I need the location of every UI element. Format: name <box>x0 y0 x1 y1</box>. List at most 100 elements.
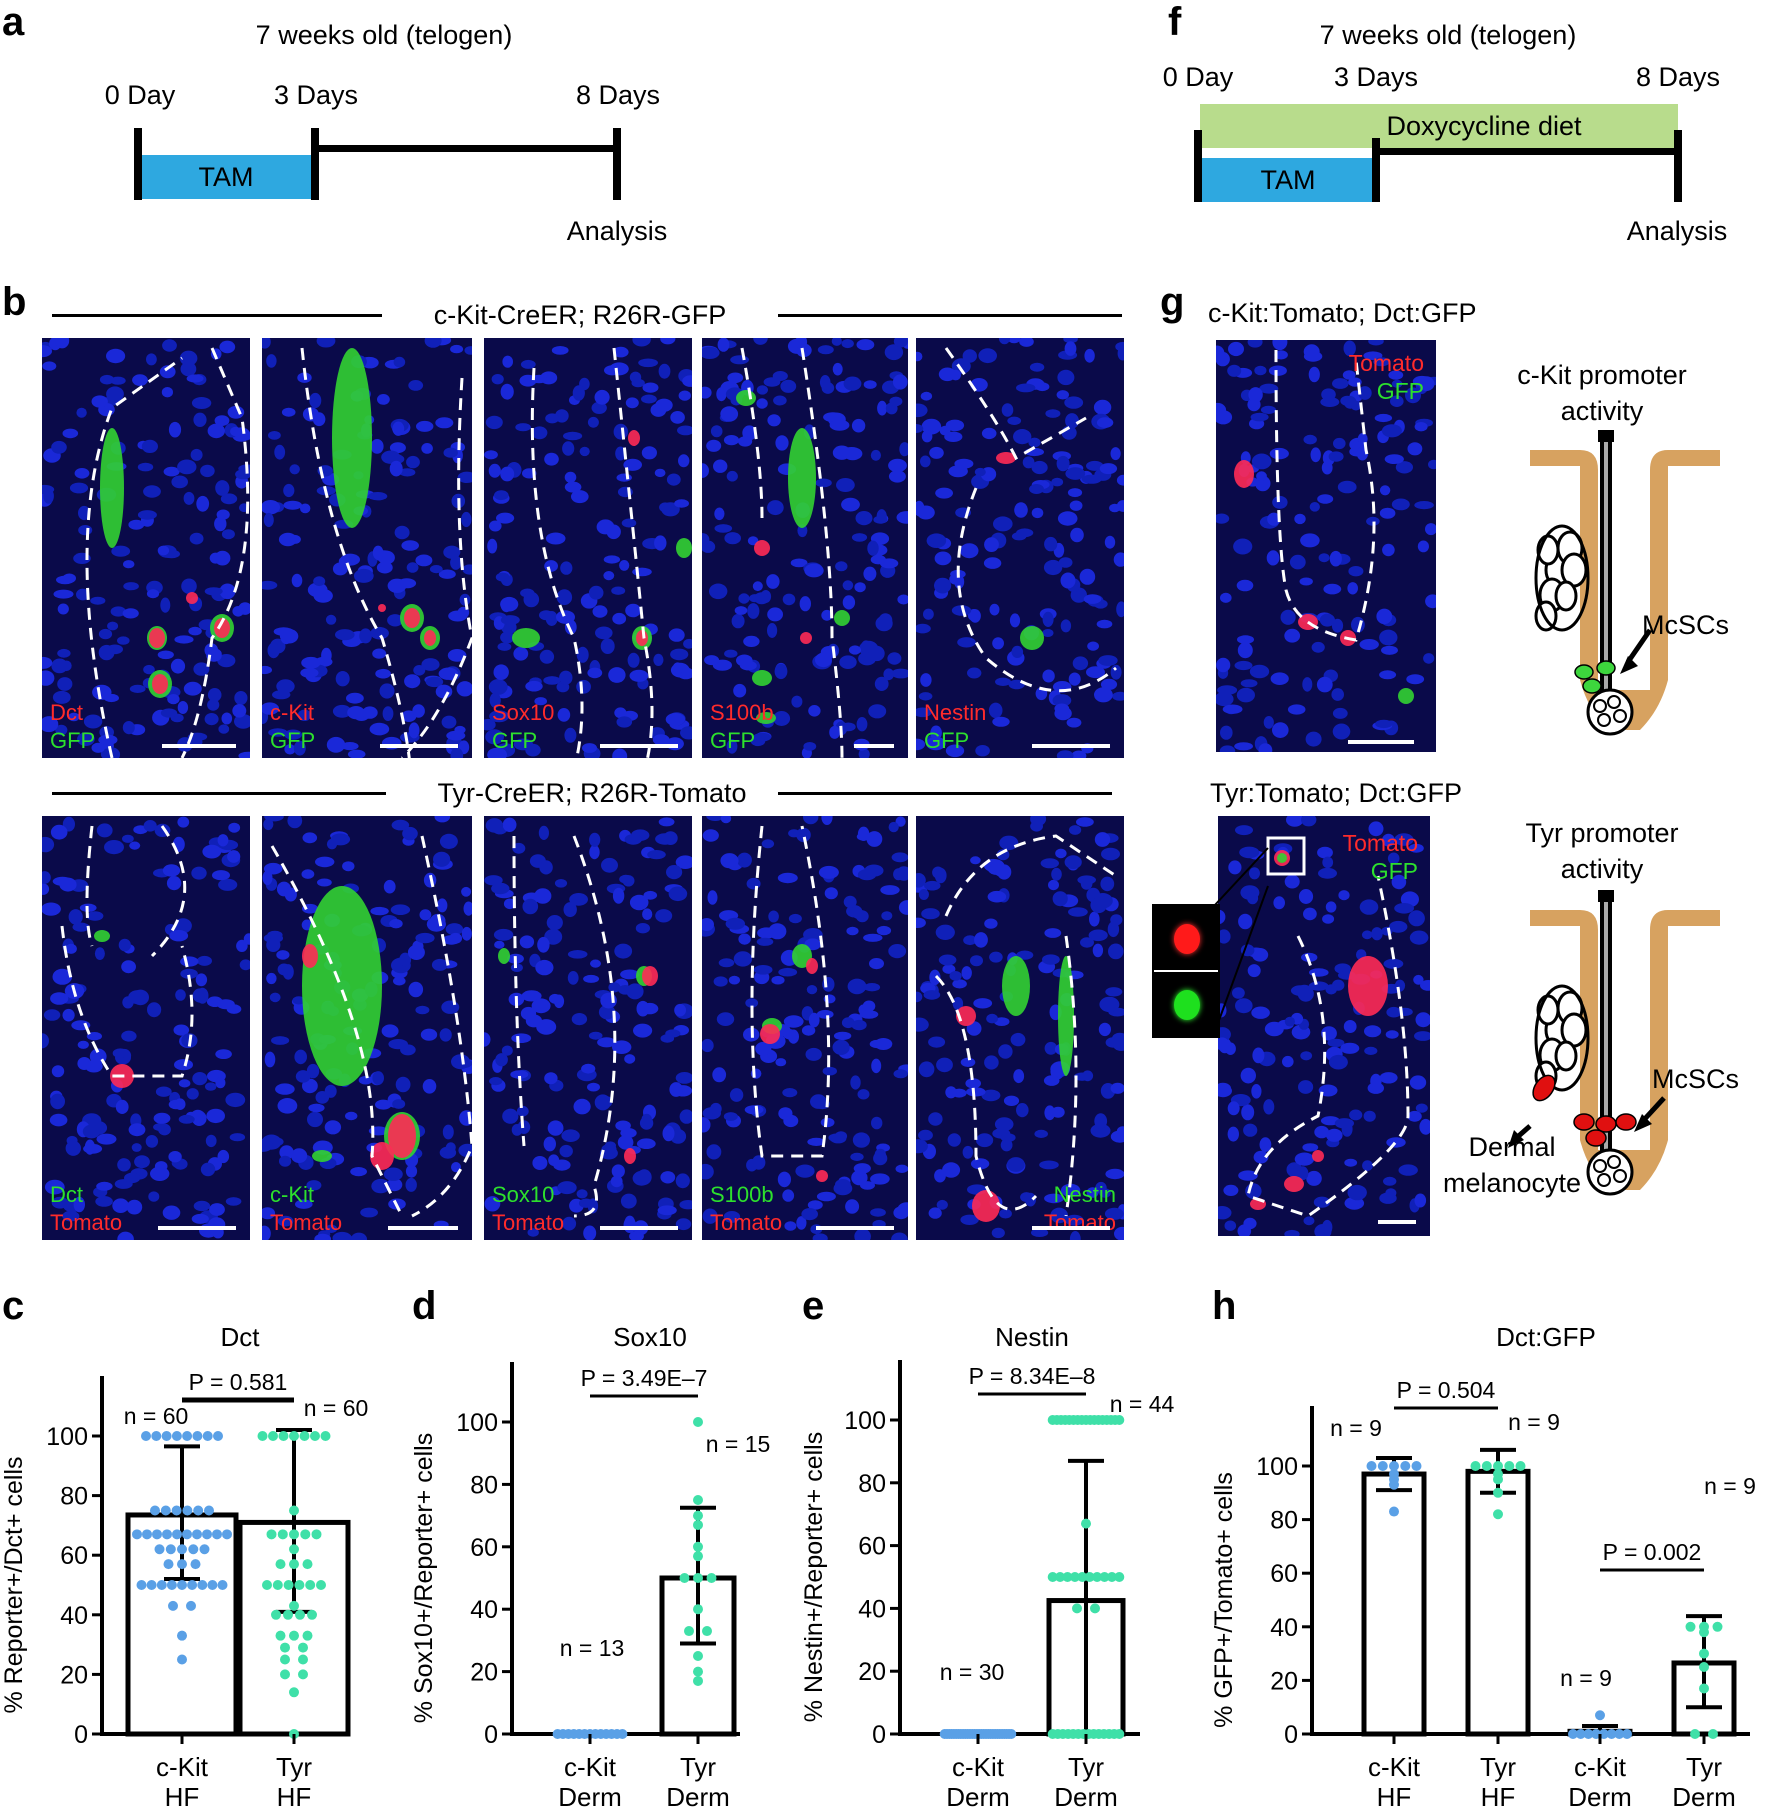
data-point <box>693 1573 703 1583</box>
data-point <box>302 1559 313 1570</box>
data-point <box>1493 1487 1503 1498</box>
data-point <box>141 1431 151 1441</box>
timeline-f-diet-box: Doxycycline diet <box>1200 104 1678 148</box>
channel-label-bottom: Tomato <box>1043 1210 1116 1235</box>
data-point <box>307 1609 317 1620</box>
channel-label-bottom: Tomato <box>50 1210 123 1235</box>
data-point <box>271 1609 281 1620</box>
y-tick-label: 20 <box>470 1659 498 1687</box>
g-bottom-red-label: Tomato <box>1342 830 1418 856</box>
data-point <box>280 1669 290 1680</box>
data-point <box>278 1431 289 1441</box>
data-point <box>295 1609 305 1620</box>
channel-label-top: Dct <box>50 1182 83 1207</box>
data-point <box>1081 1518 1091 1529</box>
schematic-top-title-2: activity <box>1560 396 1644 426</box>
y-tick-label: 40 <box>60 1602 88 1630</box>
data-point <box>693 1495 703 1505</box>
data-point <box>199 1544 210 1555</box>
n-label: n = 9 <box>1508 1409 1560 1435</box>
data-point <box>693 1541 703 1552</box>
scale-bar <box>158 1226 236 1230</box>
data-point <box>684 1626 694 1637</box>
data-point <box>289 1630 299 1641</box>
n-label: n = 60 <box>304 1395 369 1421</box>
data-point <box>156 1580 167 1590</box>
data-point <box>1568 1729 1578 1739</box>
n-label: n = 13 <box>560 1635 625 1661</box>
g-top-green-label: GFP <box>1376 378 1424 404</box>
micrograph-tile: S100b Tomato <box>702 816 908 1240</box>
panel-letter-e: e <box>802 1284 825 1328</box>
x-tick-label: Derm <box>1054 1782 1118 1812</box>
n-label: n = 15 <box>706 1431 771 1457</box>
data-point <box>151 1431 162 1441</box>
data-point <box>302 1630 313 1641</box>
data-point <box>1077 1572 1088 1582</box>
data-point <box>693 1551 703 1562</box>
data-point <box>299 1431 310 1441</box>
channel-label-top: Dct <box>50 700 83 725</box>
channel-label-top: c-Kit <box>270 700 314 725</box>
data-point <box>289 1431 299 1441</box>
y-tick-label: 60 <box>60 1542 88 1570</box>
data-point <box>693 1519 703 1530</box>
g-inset-green-channel <box>1154 972 1218 1036</box>
scale-bar <box>816 1226 894 1230</box>
data-point <box>142 1529 152 1540</box>
g-bottom-green-label: GFP <box>1370 858 1418 884</box>
data-point <box>202 1529 212 1540</box>
data-point <box>207 1580 218 1590</box>
data-point <box>171 1505 182 1516</box>
data-point <box>1400 1461 1411 1471</box>
data-point <box>1583 1729 1594 1739</box>
timeline-f-axis <box>1376 148 1678 155</box>
data-point <box>289 1529 299 1540</box>
panel-g-top-title: c-Kit:Tomato; Dct:GFP <box>1208 298 1477 328</box>
data-point <box>177 1544 187 1555</box>
x-tick-label: Derm <box>1568 1782 1632 1812</box>
data-point <box>1389 1461 1399 1471</box>
g-top-red-label: Tomato <box>1348 350 1424 376</box>
data-point <box>1377 1461 1388 1471</box>
data-point <box>277 1529 288 1540</box>
data-point <box>257 1431 268 1441</box>
schematic-bottom-title-2: activity <box>1560 854 1644 884</box>
schematic-bottom-mcscs: McSCs <box>1652 1064 1739 1094</box>
data-point <box>1685 1621 1696 1632</box>
row2-header-title: Tyr-CreER; R26R-Tomato <box>437 778 747 808</box>
data-point <box>168 1600 178 1611</box>
schematic-dermal-1: Dermal <box>1468 1132 1556 1162</box>
panel-letter-c: c <box>2 1284 25 1328</box>
data-point <box>693 1604 703 1615</box>
timeline-a-analysis: Analysis <box>566 216 668 246</box>
scale-bar <box>162 744 236 748</box>
x-tick-label: Tyr <box>276 1752 312 1782</box>
y-tick-label: 0 <box>872 1721 886 1749</box>
panel-letter-h: h <box>1212 1284 1237 1328</box>
data-point <box>1084 1572 1095 1582</box>
g-inset-zoom <box>1152 904 1220 1038</box>
timeline-a-tick <box>134 128 142 200</box>
scale-bar <box>388 1226 458 1230</box>
data-point <box>298 1642 308 1653</box>
y-axis-label: % Nestin+/Reporter+ cells <box>800 1432 828 1722</box>
data-point <box>177 1559 187 1570</box>
micrograph-tile: Nestin Tomato <box>916 816 1124 1240</box>
data-point <box>289 1687 299 1698</box>
y-tick-label: 20 <box>858 1658 886 1686</box>
data-point <box>305 1580 316 1590</box>
n-label: n = 9 <box>1330 1415 1382 1441</box>
scale-bar <box>1032 744 1110 748</box>
data-point <box>1515 1461 1526 1471</box>
data-point <box>1114 1729 1125 1739</box>
data-point <box>300 1529 311 1540</box>
g-inset-red-channel <box>1154 906 1218 972</box>
timeline-a-axis <box>314 145 618 152</box>
timeline-a-day8: 8 Days <box>575 80 661 110</box>
scale-bar <box>600 744 678 748</box>
x-tick-label: Derm <box>666 1782 730 1812</box>
micrograph-tile: c-Kit GFP <box>262 338 472 758</box>
y-tick-label: 80 <box>470 1471 498 1499</box>
scale-bar <box>1378 1220 1416 1224</box>
